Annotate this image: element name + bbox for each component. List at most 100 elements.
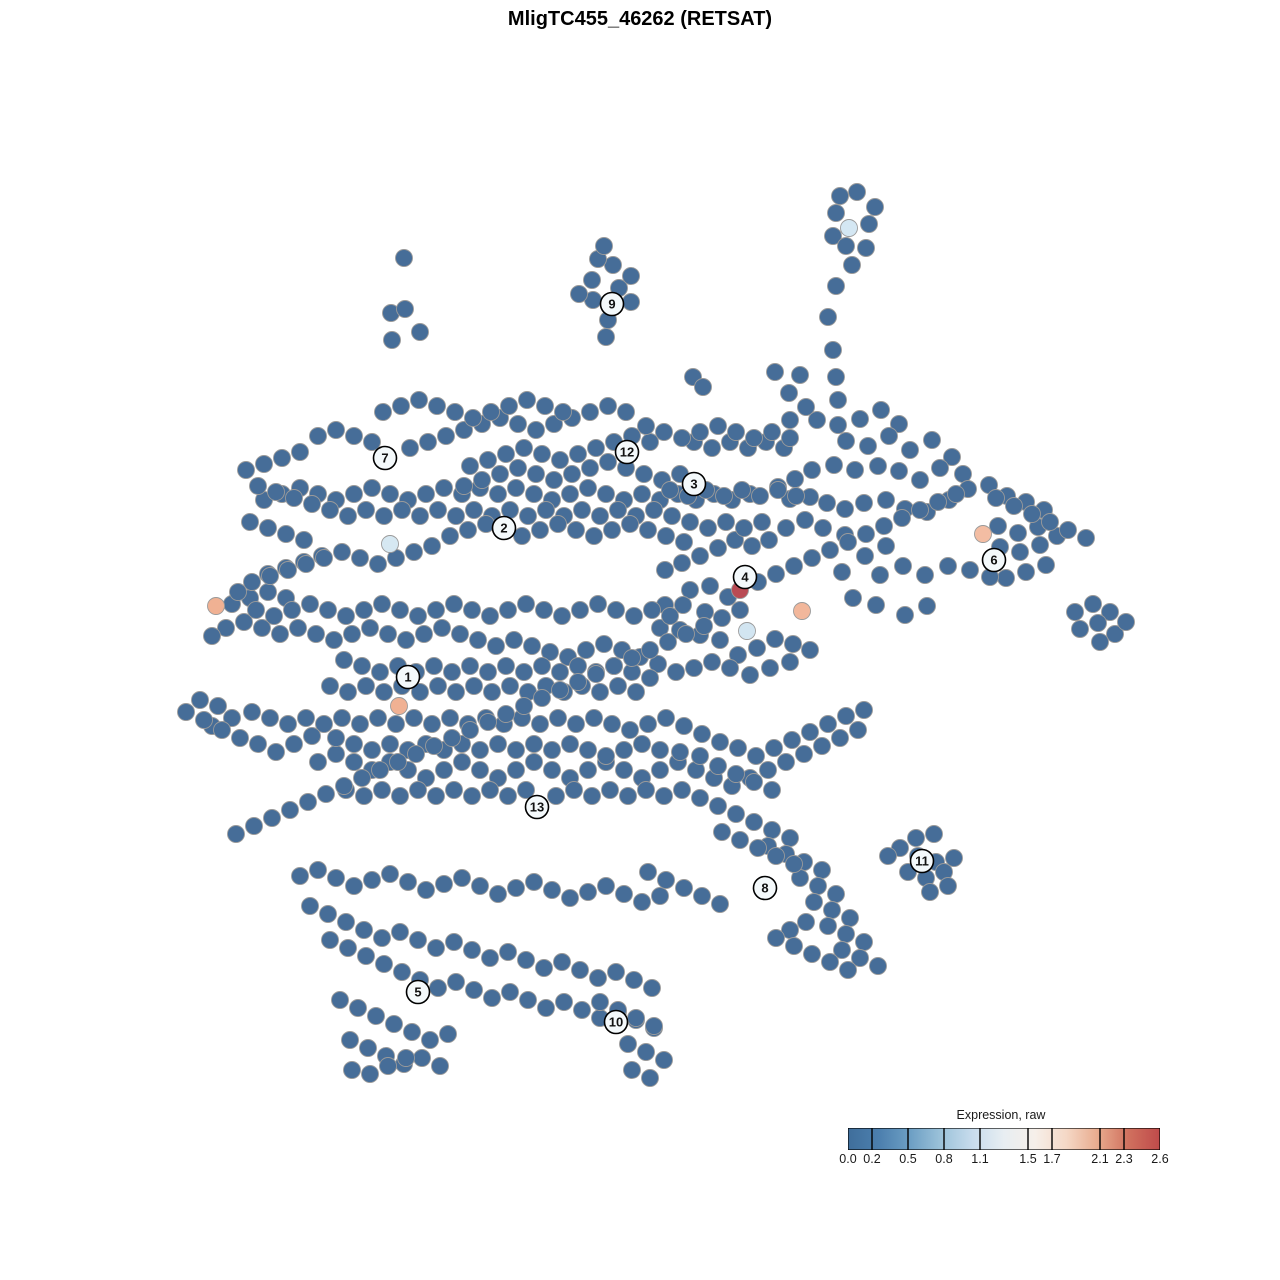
data-point	[525, 485, 543, 503]
cluster-label-circle	[981, 547, 1007, 573]
cluster-label-5[interactable]: 5	[405, 979, 431, 1005]
cluster-label-3[interactable]: 3	[681, 471, 707, 497]
data-point	[837, 925, 855, 943]
cluster-label-circle	[681, 471, 707, 497]
data-point	[597, 485, 615, 503]
data-point	[890, 415, 908, 433]
cluster-label-12[interactable]: 12	[614, 439, 640, 465]
data-point	[855, 933, 873, 951]
data-point	[515, 439, 533, 457]
data-point	[783, 731, 801, 749]
data-point	[615, 741, 633, 759]
data-point	[649, 655, 667, 673]
data-point	[373, 595, 391, 613]
data-point	[259, 583, 277, 601]
data-point	[818, 494, 836, 512]
data-point	[625, 607, 643, 625]
data-point	[841, 909, 859, 927]
data-point	[1084, 595, 1102, 613]
cluster-label-1[interactable]: 1	[395, 664, 421, 690]
data-point	[517, 951, 535, 969]
data-point	[399, 873, 417, 891]
data-point	[709, 539, 727, 557]
data-point	[483, 989, 501, 1007]
data-point	[619, 1035, 637, 1053]
colorbar-tick-label: 2.6	[1151, 1152, 1169, 1166]
data-point	[427, 787, 445, 805]
data-point	[229, 583, 247, 601]
data-point	[533, 657, 551, 675]
data-point	[846, 461, 864, 479]
cluster-label-text: 6	[990, 553, 997, 568]
colorbar-gradient	[847, 1127, 1161, 1151]
data-point	[500, 397, 518, 415]
data-point	[579, 761, 597, 779]
data-point	[363, 433, 381, 451]
data-point	[753, 513, 771, 531]
data-point	[857, 239, 875, 257]
data-point	[763, 423, 781, 441]
data-point	[371, 663, 389, 681]
data-point	[403, 1023, 421, 1041]
data-point	[379, 625, 397, 643]
data-point	[896, 606, 914, 624]
data-point	[961, 561, 979, 579]
data-point	[489, 885, 507, 903]
cluster-label-2[interactable]: 2	[491, 515, 517, 541]
data-point	[836, 500, 854, 518]
cluster-label-11[interactable]: 11	[909, 848, 935, 874]
data-point	[617, 403, 635, 421]
data-point	[699, 519, 717, 537]
data-point	[675, 717, 693, 735]
data-point	[814, 519, 832, 537]
data-point	[821, 541, 839, 559]
data-point	[824, 227, 842, 245]
data-point	[851, 949, 869, 967]
data-point	[655, 787, 673, 805]
data-point	[519, 991, 537, 1009]
cluster-label-9[interactable]: 9	[599, 291, 625, 317]
data-point	[916, 566, 934, 584]
data-point-highlighted	[381, 535, 399, 553]
data-point	[525, 735, 543, 753]
cluster-label-13[interactable]: 13	[524, 794, 550, 820]
data-point	[607, 601, 625, 619]
cluster-label-10[interactable]: 10	[603, 1009, 629, 1035]
data-point	[245, 817, 263, 835]
data-point	[437, 427, 455, 445]
data-point	[767, 929, 785, 947]
data-point	[353, 657, 371, 675]
data-point	[441, 527, 459, 545]
data-point	[894, 557, 912, 575]
data-point	[1031, 536, 1049, 554]
data-point	[371, 761, 389, 779]
cluster-label-8[interactable]: 8	[752, 875, 778, 901]
data-point	[533, 445, 551, 463]
colorbar-tick-label: 2.3	[1115, 1152, 1133, 1166]
data-point	[299, 793, 317, 811]
data-point	[319, 905, 337, 923]
cluster-label-6[interactable]: 6	[981, 547, 1007, 573]
data-point	[827, 368, 845, 386]
data-point	[901, 441, 919, 459]
data-point	[821, 953, 839, 971]
data-point	[429, 677, 447, 695]
data-point	[515, 663, 533, 681]
data-point	[717, 513, 735, 531]
data-point	[297, 555, 315, 573]
cluster-label-7[interactable]: 7	[372, 445, 398, 471]
data-point	[217, 619, 235, 637]
data-point	[283, 601, 301, 619]
data-point	[844, 589, 862, 607]
data-point	[777, 753, 795, 771]
data-point	[431, 1057, 449, 1075]
data-point	[837, 237, 855, 255]
data-point	[479, 451, 497, 469]
data-point	[1009, 524, 1027, 542]
data-point	[469, 631, 487, 649]
data-point	[849, 721, 867, 739]
data-point	[673, 781, 691, 799]
data-point	[267, 483, 285, 501]
data-point	[795, 745, 813, 763]
cluster-label-4[interactable]: 4	[732, 564, 758, 590]
